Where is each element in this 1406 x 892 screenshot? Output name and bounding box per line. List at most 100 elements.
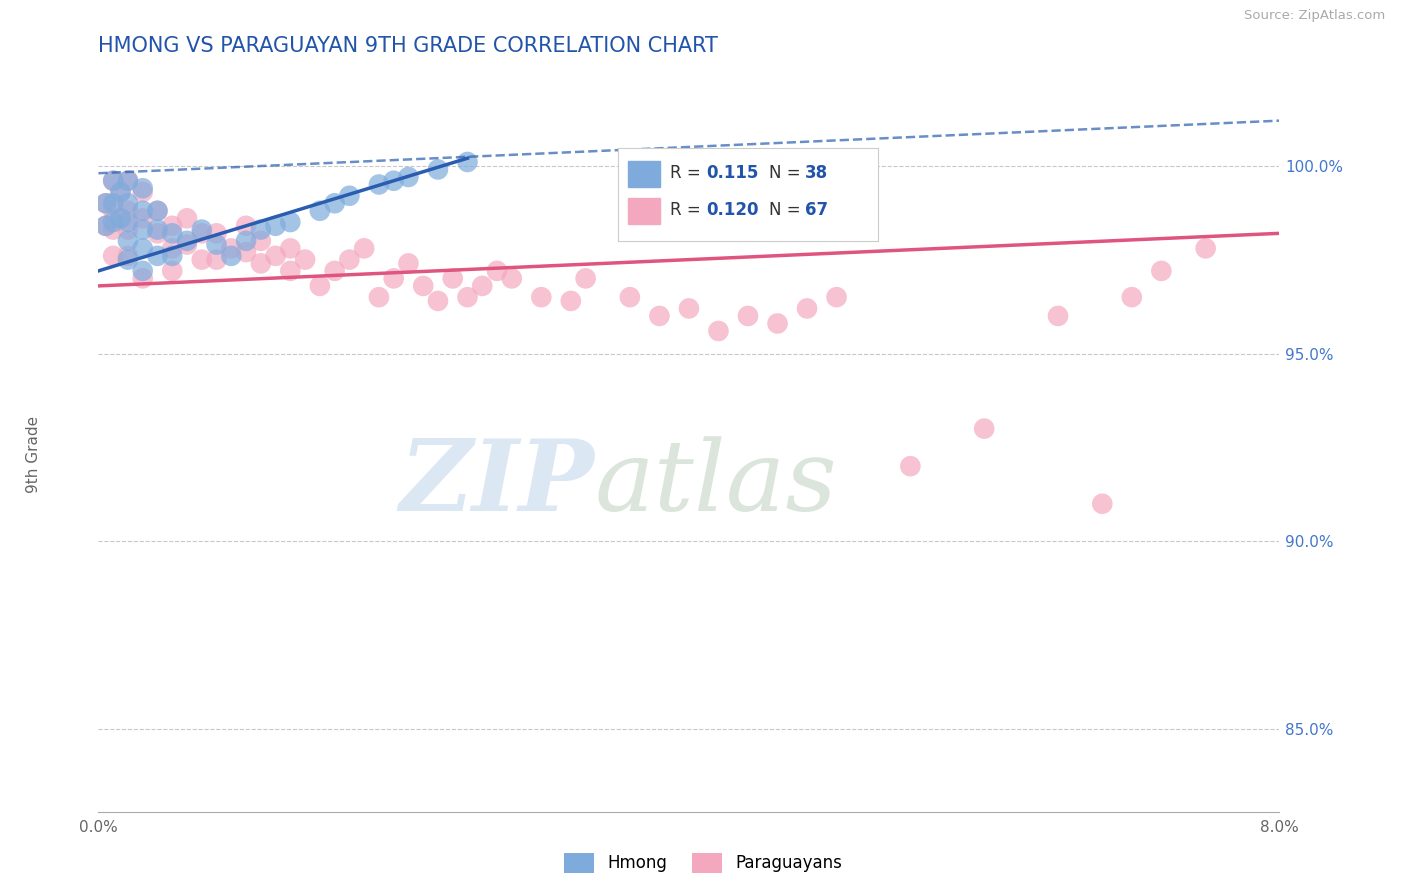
Point — [117, 174, 139, 188]
Point — [176, 234, 198, 248]
Point — [412, 279, 434, 293]
Point — [337, 188, 360, 202]
Point — [1194, 241, 1216, 255]
Point — [308, 203, 332, 218]
Point — [110, 185, 132, 199]
Point — [278, 241, 302, 255]
Point — [117, 249, 139, 263]
Text: R =: R = — [671, 164, 706, 182]
Point — [162, 227, 183, 241]
Point — [103, 174, 125, 188]
Point — [132, 264, 155, 278]
Point — [501, 271, 523, 285]
Point — [1150, 264, 1173, 278]
Text: R =: R = — [671, 202, 706, 219]
Point — [191, 252, 214, 267]
Point — [619, 290, 641, 304]
Point — [103, 174, 125, 188]
Point — [426, 162, 449, 177]
Text: N =: N = — [769, 202, 806, 219]
Point — [132, 203, 155, 218]
Text: 0.120: 0.120 — [706, 202, 759, 219]
Point — [560, 293, 582, 308]
Point — [94, 196, 117, 211]
Point — [367, 178, 389, 192]
Point — [796, 301, 818, 316]
Point — [973, 422, 995, 436]
Point — [205, 252, 228, 267]
Point — [396, 256, 419, 270]
Point — [132, 222, 155, 236]
Bar — [628, 198, 659, 224]
Point — [117, 222, 139, 236]
Point — [825, 290, 848, 304]
Point — [278, 264, 302, 278]
Point — [103, 215, 125, 229]
Point — [191, 222, 214, 236]
Point — [441, 271, 464, 285]
Point — [146, 222, 169, 236]
Point — [648, 309, 671, 323]
Point — [250, 234, 273, 248]
Point — [94, 219, 117, 233]
Point — [103, 222, 125, 236]
Point — [900, 459, 922, 474]
Point — [103, 249, 125, 263]
Point — [264, 249, 287, 263]
Point — [162, 264, 183, 278]
Point — [146, 227, 169, 241]
Point — [219, 249, 242, 263]
Point — [456, 290, 478, 304]
Point — [766, 317, 789, 331]
Text: Source: ZipAtlas.com: Source: ZipAtlas.com — [1244, 9, 1385, 22]
Point — [146, 203, 169, 218]
Point — [574, 271, 596, 285]
Point — [146, 249, 169, 263]
Point — [323, 264, 346, 278]
Point — [117, 234, 139, 248]
Point — [678, 301, 700, 316]
Point — [176, 211, 198, 226]
Point — [426, 293, 449, 308]
Point — [235, 219, 257, 233]
Point — [294, 252, 316, 267]
Point — [176, 237, 198, 252]
Text: 67: 67 — [806, 202, 828, 219]
Point — [1046, 309, 1069, 323]
Point — [132, 181, 155, 195]
Point — [103, 203, 125, 218]
Point — [103, 196, 125, 211]
Point — [162, 219, 183, 233]
Point — [250, 256, 273, 270]
Point — [235, 245, 257, 260]
Point — [205, 227, 228, 241]
Text: 9th Grade: 9th Grade — [25, 417, 41, 493]
Point — [117, 203, 139, 218]
Point — [162, 249, 183, 263]
Text: atlas: atlas — [595, 436, 837, 531]
Text: ZIP: ZIP — [399, 435, 595, 532]
Point — [530, 290, 553, 304]
Point — [117, 215, 139, 229]
Point — [1091, 497, 1114, 511]
Point — [367, 290, 389, 304]
Point — [308, 279, 332, 293]
Point — [235, 234, 257, 248]
Point — [110, 185, 132, 199]
Point — [382, 271, 405, 285]
Point — [250, 222, 273, 236]
Point — [205, 237, 228, 252]
Point — [94, 219, 117, 233]
Point — [337, 252, 360, 267]
Point — [110, 211, 132, 226]
Point — [94, 196, 117, 211]
Point — [485, 264, 508, 278]
Point — [191, 227, 214, 241]
Point — [456, 155, 478, 169]
Point — [382, 174, 405, 188]
Point — [117, 196, 139, 211]
Point — [132, 185, 155, 199]
Point — [278, 215, 302, 229]
Legend: Hmong, Paraguayans: Hmong, Paraguayans — [557, 847, 849, 880]
Point — [737, 309, 759, 323]
